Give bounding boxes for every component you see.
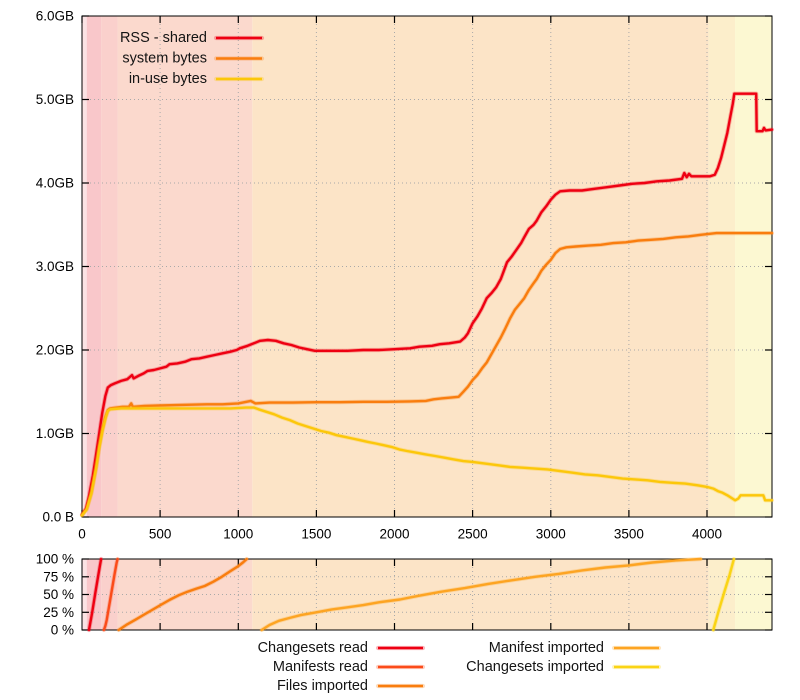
- y-tick-label: 6.0GB: [36, 9, 74, 24]
- phase-band-4: [252, 559, 709, 630]
- series-line-manifests-read: [102, 557, 119, 632]
- y-tick-label: 75 %: [43, 569, 74, 584]
- series-line-in-use-bytes: [80, 406, 774, 517]
- phase-band-5: [708, 16, 736, 517]
- x-tick-label: 3500: [614, 527, 644, 542]
- legend-label-rss-shared: RSS - shared: [120, 30, 207, 46]
- series-line-rss-shared: [80, 92, 774, 516]
- y-tick-label: 0 %: [51, 623, 74, 638]
- x-tick-label: 3000: [536, 527, 566, 542]
- phase-band-4: [252, 16, 709, 517]
- legend-label-manifest-imported: Manifest imported: [489, 640, 604, 656]
- y-tick-label: 25 %: [43, 605, 74, 620]
- y-tick-label: 4.0GB: [36, 176, 74, 191]
- memory-usage-panel: 0.0 B 1.0GB 2.0GB 3.0GB 4.0GB 5.0GB 6.0GB 0 500 1…: [36, 9, 775, 542]
- series-line-system-bytes: [80, 231, 774, 517]
- x-tick-label: 2000: [379, 527, 409, 542]
- phase-band-1: [86, 16, 102, 517]
- legend-label-in-use-bytes: in-use bytes: [129, 71, 207, 87]
- y-tick-label: 1.0GB: [36, 426, 74, 441]
- legend-label-files-imported: Files imported: [277, 678, 368, 694]
- legend-label-changesets-read: Changesets read: [258, 640, 368, 656]
- phase-band-3: [117, 16, 253, 517]
- import-progress-panel: 0 % 25 % 50 % 75 % 100 % Changesets read Manif…: [36, 552, 773, 694]
- legend-label-manifests-read: Manifests read: [273, 659, 368, 675]
- y-tick-label: 5.0GB: [36, 92, 74, 107]
- y-tick-label: 3.0GB: [36, 259, 74, 274]
- series-line-changesets-imported: [712, 557, 736, 632]
- x-tick-label: 2500: [458, 527, 488, 542]
- legend-label-changesets-imported: Changesets imported: [466, 659, 604, 675]
- series-line-files-imported: [117, 557, 249, 632]
- x-tick-label: 500: [149, 527, 172, 542]
- legend-inside: RSS - shared system bytes in-use bytes: [120, 30, 265, 87]
- legend-label-system-bytes: system bytes: [122, 51, 207, 67]
- legend-below: Changesets read Manifests read Files impor…: [258, 640, 662, 694]
- series-line-manifest-imported: [260, 557, 702, 632]
- y-tick-label: 2.0GB: [36, 343, 74, 358]
- y-tick-label: 100 %: [36, 552, 74, 567]
- x-tick-label: 1500: [301, 527, 331, 542]
- series-line-changesets-read: [87, 557, 103, 632]
- y-tick-label: 50 %: [43, 587, 74, 602]
- y-tick-label: 0.0 B: [42, 510, 74, 525]
- x-tick-label: 4000: [692, 527, 722, 542]
- x-tick-label: 1000: [223, 527, 253, 542]
- phase-band-2: [101, 16, 118, 517]
- x-tick-label: 0: [78, 527, 86, 542]
